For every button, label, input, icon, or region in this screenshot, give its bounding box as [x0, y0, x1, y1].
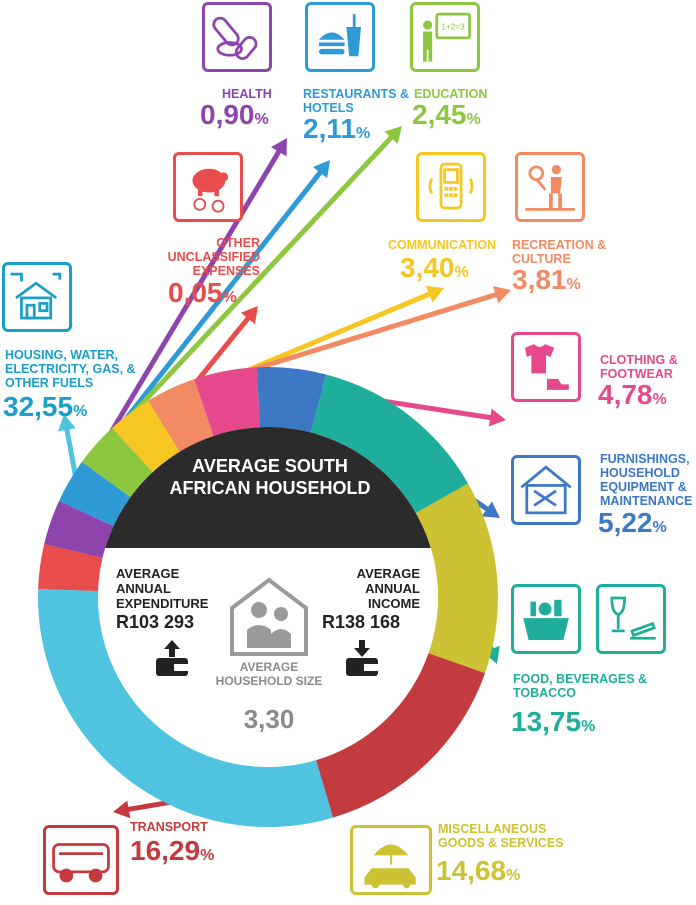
income-label: AVERAGE ANNUAL INCOME [356, 566, 420, 611]
pct-transport: 16,29% [130, 835, 215, 866]
slice-furnishings-household-equipment-maintenance [256, 366, 327, 433]
label-other: OTHER UNCLASSIFIED EXPENSES [167, 236, 260, 278]
piggy-bank-icon [173, 152, 243, 222]
arrowhead-housing-water-electricity-gas-other-fuels [58, 414, 76, 432]
center-panel [98, 427, 438, 767]
arrowhead-food-beverages-tobacco [482, 645, 500, 664]
slice-clothing-footwear [194, 367, 260, 436]
pct-furnishings: 5,22% [598, 507, 667, 538]
arrowhead-restaurants-hotels [313, 160, 330, 179]
donut-ring [38, 366, 498, 827]
pct-food: 13,75% [511, 706, 596, 737]
label-communication: COMMUNICATION [388, 238, 497, 252]
umbrella-car-icon [350, 825, 432, 895]
arrowhead-other-unclassified-expenses [240, 306, 258, 325]
mobile-phone-icon [416, 152, 486, 222]
household-size-value: 3,30 [243, 704, 295, 734]
label-food: FOOD, BEVERAGES & TOBACCO [513, 672, 648, 700]
pills-icon [202, 2, 272, 72]
pct-restaurants: 2,11% [303, 113, 371, 144]
slice-restaurants-hotels [58, 461, 131, 527]
tools-house-icon [511, 455, 581, 525]
house-tap-icon [2, 262, 72, 332]
label-clothing: CLOTHING & FOOTWEAR [600, 353, 678, 381]
arrowhead-recreation-culture [493, 286, 511, 304]
wallet-in-icon [342, 638, 382, 678]
expenditure-value: R103 293 [116, 612, 195, 632]
pct-clothing: 4,78% [598, 379, 667, 410]
pct-education: 2,45% [412, 99, 481, 130]
wallet-out-icon [152, 638, 192, 678]
arrowhead-health [271, 138, 287, 157]
label-recreation: RECREATION & CULTURE [512, 238, 607, 266]
pct-health: 0,90% [200, 99, 269, 130]
slice-health [44, 501, 114, 558]
slice-communication [112, 400, 180, 473]
label-education: EDUCATION [414, 87, 488, 101]
svg-text:1+2=3: 1+2=3 [441, 23, 465, 32]
wine-cigarette-icon [596, 584, 666, 654]
arrowhead-furnishings-household-equipment-maintenance [481, 501, 500, 518]
basket-icon [511, 584, 581, 654]
label-housing: HOUSING, WATER, ELECTRICITY, GAS, & OTHE… [5, 348, 136, 390]
slice-other-unclassified-expenses [38, 543, 103, 592]
arrowhead-education [384, 126, 402, 144]
pct-other: 0,05% [168, 277, 237, 308]
arrowhead-communication [425, 285, 444, 303]
slice-housing-water-electricity-gas-other-fuels [38, 588, 334, 827]
label-furnishings: FURNISHINGS, HOUSEHOLD EQUIPMENT & MAINT… [600, 452, 693, 508]
teacher-board-icon: 1+2=3 [410, 2, 480, 72]
slice-recreation-culture [148, 379, 214, 452]
pct-housing: 32,55% [3, 391, 88, 422]
shirt-shoe-icon [511, 332, 581, 402]
slice-education [81, 427, 153, 498]
label-restaurants: RESTAURANTS & HOTELS [303, 87, 410, 115]
household-size-label: AVERAGE HOUSEHOLD SIZE [215, 660, 323, 688]
pct-communication: 3,40% [400, 252, 469, 283]
arrow-education [98, 131, 397, 450]
burger-drink-icon [305, 2, 375, 72]
income-value: R138 168 [322, 612, 401, 632]
slice-transport [316, 653, 486, 818]
center-title: AVERAGE SOUTH AFRICAN HOUSEHOLD [169, 456, 371, 498]
slice-food-beverages-tobacco [310, 374, 469, 514]
label-transport: TRANSPORT [130, 820, 208, 834]
slice-miscellaneous-goods-services [415, 483, 498, 674]
arrowhead-clothing-footwear [488, 408, 506, 427]
bus-icon [43, 825, 119, 895]
pct-miscellaneous: 14,68% [436, 855, 521, 886]
label-health: HEALTH [222, 87, 272, 101]
label-miscellaneous: MISCELLANEOUS GOODS & SERVICES [438, 822, 564, 850]
tennis-player-icon [515, 152, 585, 222]
household-icon [226, 574, 312, 658]
arrowhead-transport [113, 800, 131, 819]
pct-recreation: 3,81% [512, 264, 581, 295]
center-title-cap [105, 427, 431, 548]
expenditure-label: AVERAGE ANNUAL EXPENDITURE [116, 566, 209, 611]
